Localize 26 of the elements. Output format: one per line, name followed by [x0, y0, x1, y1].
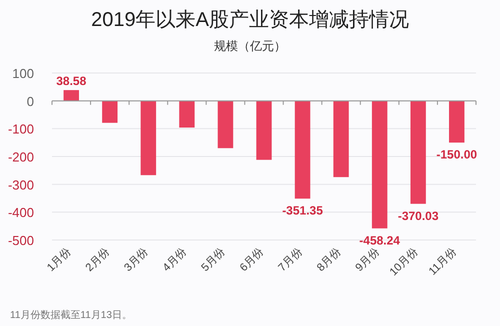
- x-tick-label: 4月份: [160, 246, 190, 274]
- data-label: -458.24: [359, 233, 400, 248]
- x-tick-label: 5月份: [199, 246, 228, 274]
- data-label: 38.58: [56, 74, 87, 88]
- y-tick-label: -400: [8, 205, 34, 220]
- x-tick-label: 11月份: [426, 246, 459, 278]
- y-tick-label: 100: [12, 66, 34, 81]
- x-tick-label: 6月份: [238, 246, 266, 274]
- x-tick-label: 9月份: [353, 246, 382, 274]
- text: 11月份数据截至11月13日。: [10, 309, 132, 321]
- x-tick-label: 3月份: [122, 246, 150, 274]
- x-tick-label: 10月份: [388, 246, 420, 278]
- y-tick-label: -200: [8, 150, 34, 164]
- y-tick-label: -300: [8, 177, 34, 192]
- x-tick-label: 7月份: [276, 246, 305, 274]
- chart-subtitle: 规模（亿元）: [214, 39, 286, 53]
- data-label: -351.35: [282, 204, 324, 218]
- y-tick-label: -100: [8, 122, 34, 137]
- chart-title: 2019年以来A股产业资本增减持情况: [91, 9, 409, 31]
- x-tick-label: 1月份: [45, 246, 74, 274]
- x-tick-label: 8月份: [314, 246, 344, 274]
- data-label: -150.00: [436, 148, 478, 162]
- y-tick-label: 0: [26, 94, 34, 109]
- y-tick-label: -500: [8, 233, 34, 248]
- x-tick-label: 2月份: [84, 246, 112, 274]
- data-label: -370.03: [398, 208, 439, 223]
